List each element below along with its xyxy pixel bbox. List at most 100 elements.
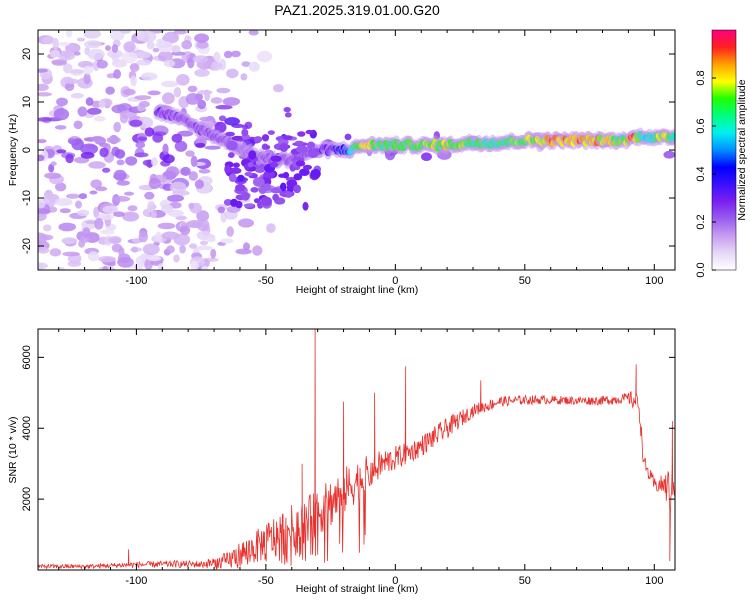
spectrogram-blob: [122, 212, 140, 222]
spectrogram-blob: [196, 210, 210, 222]
spectrogram-blob: [42, 224, 52, 232]
spectrogram-blob: [273, 84, 284, 93]
colorbar-gradient: [711, 29, 737, 271]
colorbar-tick-label: 0.0: [695, 262, 707, 277]
spectrogram-blob: [85, 220, 96, 225]
spectrogram-blob: [93, 116, 106, 122]
y-tick-label: 0: [21, 147, 33, 153]
spectrogram-blob: [248, 61, 260, 72]
spectrogram-blob: [222, 97, 241, 106]
spectrogram-blob: [279, 182, 287, 192]
spectrogram-blob: [105, 86, 115, 95]
spectrogram-blob: [223, 198, 233, 206]
spectrogram-blob: [94, 217, 104, 230]
spectrogram-blob: [38, 117, 52, 122]
spectrogram-blob: [256, 50, 273, 63]
spectrogram-blob: [285, 191, 293, 198]
spectrogram-blob: [61, 237, 78, 245]
y-tick-label: 6000: [21, 345, 33, 369]
spectrogram-blob: [83, 72, 91, 85]
spectrogram-blob: [180, 225, 191, 236]
spectrogram-blob: [293, 173, 303, 181]
y-tick-label: 2000: [21, 487, 33, 511]
spectrogram-blob: [137, 136, 147, 142]
spectrogram-blob: [134, 51, 151, 59]
spectrogram-blob: [119, 30, 132, 34]
spectrogram-blob: [123, 41, 136, 53]
spectrogram-blob: [421, 152, 432, 161]
spectrogram-blob: [38, 211, 47, 222]
spectrogram-blob: [119, 113, 129, 124]
spectrogram-blob: [173, 30, 187, 35]
spectrogram-blob: [123, 191, 135, 196]
spectrogram-blob: [240, 73, 248, 81]
spectrogram-blob: [152, 47, 160, 53]
spectrogram-blob: [102, 167, 111, 173]
spectrogram-blob: [310, 168, 321, 179]
spectrogram-blob: [194, 33, 210, 43]
spectrogram-blob: [232, 162, 240, 168]
spectrogram-blob: [192, 55, 209, 63]
spectrogram-blob: [88, 251, 99, 262]
spectrogram-blob: [78, 193, 88, 200]
spectrogram-blob: [190, 260, 199, 270]
spectrogram-blob: [38, 139, 47, 144]
spectrogram-blob: [59, 208, 71, 214]
snr-panel: -100 -50 0 50 100 2000 4000 6000 Height of str…: [7, 328, 676, 595]
spectrogram-blob: [197, 99, 207, 110]
spectrogram-blob: [87, 48, 105, 61]
spectrogram-blob: [140, 72, 158, 81]
spectrogram-blob: [282, 135, 293, 141]
colorbar-tick-label: 0.8: [695, 70, 707, 85]
snr-frame: [37, 328, 676, 571]
spectrogram-blob: [165, 166, 180, 178]
spectrogram-blob: [118, 247, 125, 257]
spectrogram-blob: [138, 100, 150, 108]
spectrogram-blob: [71, 92, 84, 99]
spectrogram-blob: [65, 153, 74, 164]
spectrogram-blob: [206, 237, 216, 243]
spectrogram-blob: [180, 166, 191, 176]
colorbar-ticks: 0.0 0.2 0.4 0.6 0.8: [695, 70, 716, 278]
spectrogram-blob: [89, 190, 98, 195]
x-tick-label: 100: [645, 575, 663, 587]
spectrogram-blob: [54, 198, 73, 207]
spectrogram-blob: [100, 229, 115, 235]
spectrogram-blob: [116, 180, 130, 186]
spectrogram-blob: [80, 143, 99, 155]
spectrogram-blob: [65, 30, 73, 38]
spectrogram-blob: [189, 243, 198, 249]
spectrogram-blob: [279, 142, 289, 152]
spectrogram-blob: [204, 145, 221, 150]
spectrogram-blob: [181, 40, 193, 50]
spectrogram-blob: [161, 204, 174, 214]
spectrogram-blob: [147, 256, 162, 262]
spectrogram-blob: [113, 169, 127, 181]
spectrogram-blob: [261, 134, 270, 142]
x-tick-label: 50: [519, 575, 531, 587]
spectrogram-blob: [129, 62, 140, 72]
spectrogram-blob: [244, 171, 253, 177]
spectrogram-blob: [223, 50, 233, 59]
spectrogram-blob: [241, 191, 250, 201]
spectrogram-blob: [171, 45, 181, 53]
spectrogram-blob: [267, 130, 275, 135]
spectrogram-blob: [135, 141, 146, 149]
spectrogram-blob: [228, 173, 237, 182]
spectrogram-blob: [95, 186, 108, 192]
spectrogram-blob: [173, 87, 182, 98]
spectrogram-x-axis-label: Height of straight line (km): [296, 284, 419, 296]
spectrogram-blob: [194, 68, 210, 77]
spectrogram-blob: [105, 45, 111, 51]
spectrogram-blob: [84, 40, 102, 49]
x-tick-label: 0: [392, 575, 398, 587]
spectrogram-blob: [230, 198, 238, 207]
spectrogram-blob: [96, 60, 108, 69]
y-tick-label: 4000: [21, 416, 33, 440]
spectrogram-blob: [93, 206, 100, 218]
spectrogram-blob: [231, 135, 244, 141]
spectrogram-blob: [70, 69, 85, 74]
spectrogram-blob: [77, 209, 90, 217]
spectrogram-blob: [38, 92, 53, 97]
spectrogram-blob: [44, 172, 62, 179]
